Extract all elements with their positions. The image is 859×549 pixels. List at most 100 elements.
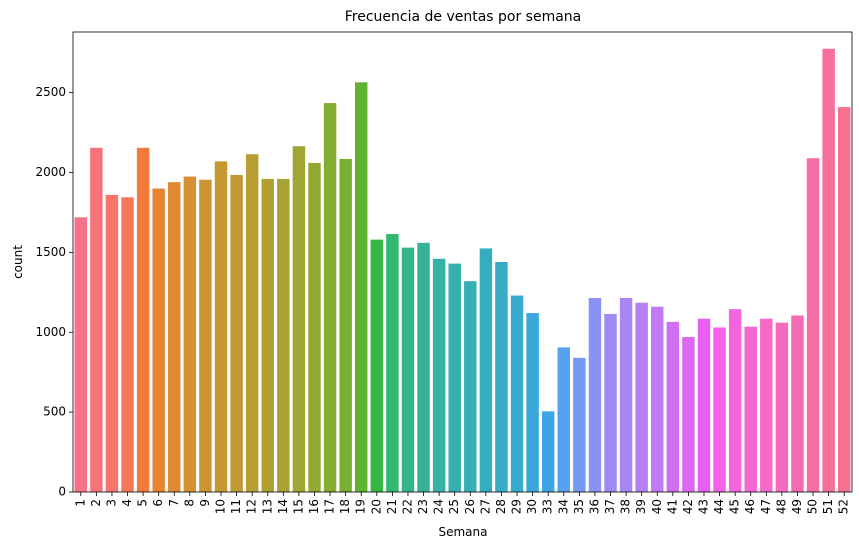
x-tick-label: 25 (447, 499, 461, 514)
bar-week-52 (837, 107, 851, 492)
x-tick-label: 11 (229, 499, 243, 514)
x-tick-label: 26 (463, 499, 477, 514)
y-tick-label: 0 (58, 485, 66, 499)
x-tick-label: 28 (494, 499, 508, 514)
x-tick-label: 12 (245, 499, 259, 514)
bar-week-18 (339, 158, 352, 493)
x-tick-label: 13 (260, 499, 274, 514)
bar-week-15 (292, 146, 306, 492)
bar-week-29 (510, 295, 524, 492)
x-tick-label: 35 (572, 499, 586, 514)
bar-week-4 (121, 197, 134, 492)
x-tick-label: 45 (728, 499, 742, 514)
bar-week-38 (619, 297, 633, 492)
x-tick-label: 44 (712, 499, 726, 514)
y-tick-group: 0 500 1000 1500 2000 2500 (35, 85, 73, 499)
bar-week-25 (448, 263, 461, 492)
x-tick-label: 3 (104, 499, 118, 507)
x-axis-title: Semana (438, 525, 487, 539)
x-tick-label: 6 (151, 499, 165, 507)
x-tick-label: 20 (369, 499, 383, 514)
x-tick-label: 30 (525, 499, 539, 514)
bar-week-28 (495, 262, 508, 492)
x-tick-label: 46 (743, 499, 757, 514)
bar-week-37 (604, 313, 617, 492)
bar-week-14 (277, 178, 290, 492)
x-tick-label: 41 (665, 499, 679, 514)
x-tick-label: 18 (338, 499, 352, 514)
x-tick-label: 52 (837, 499, 851, 514)
x-tick-label: 24 (432, 499, 446, 514)
y-tick-label: 1000 (35, 325, 66, 339)
x-tick-label: 2 (89, 499, 103, 507)
bar-week-44 (713, 327, 726, 492)
x-tick-label: 42 (681, 499, 695, 514)
x-tick-label: 37 (603, 499, 617, 514)
bar-week-36 (588, 297, 602, 492)
bar-week-50 (806, 158, 820, 492)
x-tick-label: 36 (587, 499, 601, 514)
bar-week-24 (432, 258, 446, 492)
x-tick-label: 38 (619, 499, 633, 514)
y-tick-label: 2500 (35, 85, 66, 99)
x-tick-label: 8 (182, 499, 196, 507)
x-tick-label: 14 (276, 499, 290, 514)
x-tick-label: 15 (291, 499, 305, 514)
y-tick-label: 1500 (35, 245, 66, 259)
x-tick-label: 1 (73, 499, 87, 507)
bar-week-51 (822, 48, 835, 493)
bar-week-1 (74, 217, 88, 492)
bar-week-40 (651, 306, 664, 492)
x-tick-label: 10 (214, 499, 228, 514)
y-axis-title: count (11, 245, 25, 279)
bar-week-33 (541, 411, 555, 492)
x-tick-label: 23 (416, 499, 430, 514)
x-tick-label: 50 (806, 499, 820, 514)
bar-week-45 (728, 309, 742, 492)
bar-week-7 (168, 182, 181, 492)
bar-week-48 (775, 322, 789, 492)
bar-week-35 (573, 357, 586, 492)
bar-week-13 (261, 178, 274, 492)
bar-week-27 (479, 248, 493, 492)
x-tick-label: 40 (650, 499, 664, 514)
x-tick-label: 19 (354, 499, 368, 514)
x-tick-group: 1 2 3 4 5 6 7 8 9 10 11 12 13 14 15 16 17 18 19 20 21 22 23 24 2… (73, 492, 851, 514)
x-tick-label: 4 (120, 499, 134, 507)
bar-week-30 (526, 313, 539, 492)
x-tick-label: 48 (774, 499, 788, 514)
y-tick-label: 2000 (35, 165, 66, 179)
x-tick-label: 7 (167, 499, 181, 507)
bar-week-10 (214, 161, 228, 493)
x-tick-label: 29 (510, 499, 524, 514)
bar-week-42 (682, 337, 695, 492)
bar-week-9 (199, 179, 212, 493)
x-tick-label: 34 (556, 499, 570, 514)
bar-week-11 (230, 174, 243, 492)
bar-week-2 (90, 147, 103, 493)
bar-week-20 (370, 239, 384, 492)
bar-week-19 (355, 82, 368, 492)
x-tick-label: 33 (541, 499, 555, 514)
x-tick-label: 39 (634, 499, 648, 514)
bar-week-12 (245, 154, 259, 492)
y-tick-label: 500 (43, 405, 66, 419)
bar-week-39 (635, 302, 648, 492)
bar-week-49 (791, 315, 804, 492)
bar-week-3 (105, 194, 119, 493)
bar-week-34 (557, 347, 570, 492)
x-tick-label: 17 (323, 499, 337, 514)
bar-week-6 (152, 188, 165, 492)
bar-week-17 (323, 103, 337, 492)
x-tick-label: 21 (385, 499, 399, 514)
x-tick-label: 9 (198, 499, 212, 507)
bar-week-16 (308, 162, 321, 492)
x-tick-label: 5 (136, 499, 150, 507)
bar-week-21 (386, 234, 399, 493)
x-tick-label: 16 (307, 499, 321, 514)
bar-week-26 (464, 281, 477, 492)
x-tick-label: 22 (400, 499, 414, 514)
x-tick-label: 49 (790, 499, 804, 514)
x-tick-label: 27 (478, 499, 492, 514)
